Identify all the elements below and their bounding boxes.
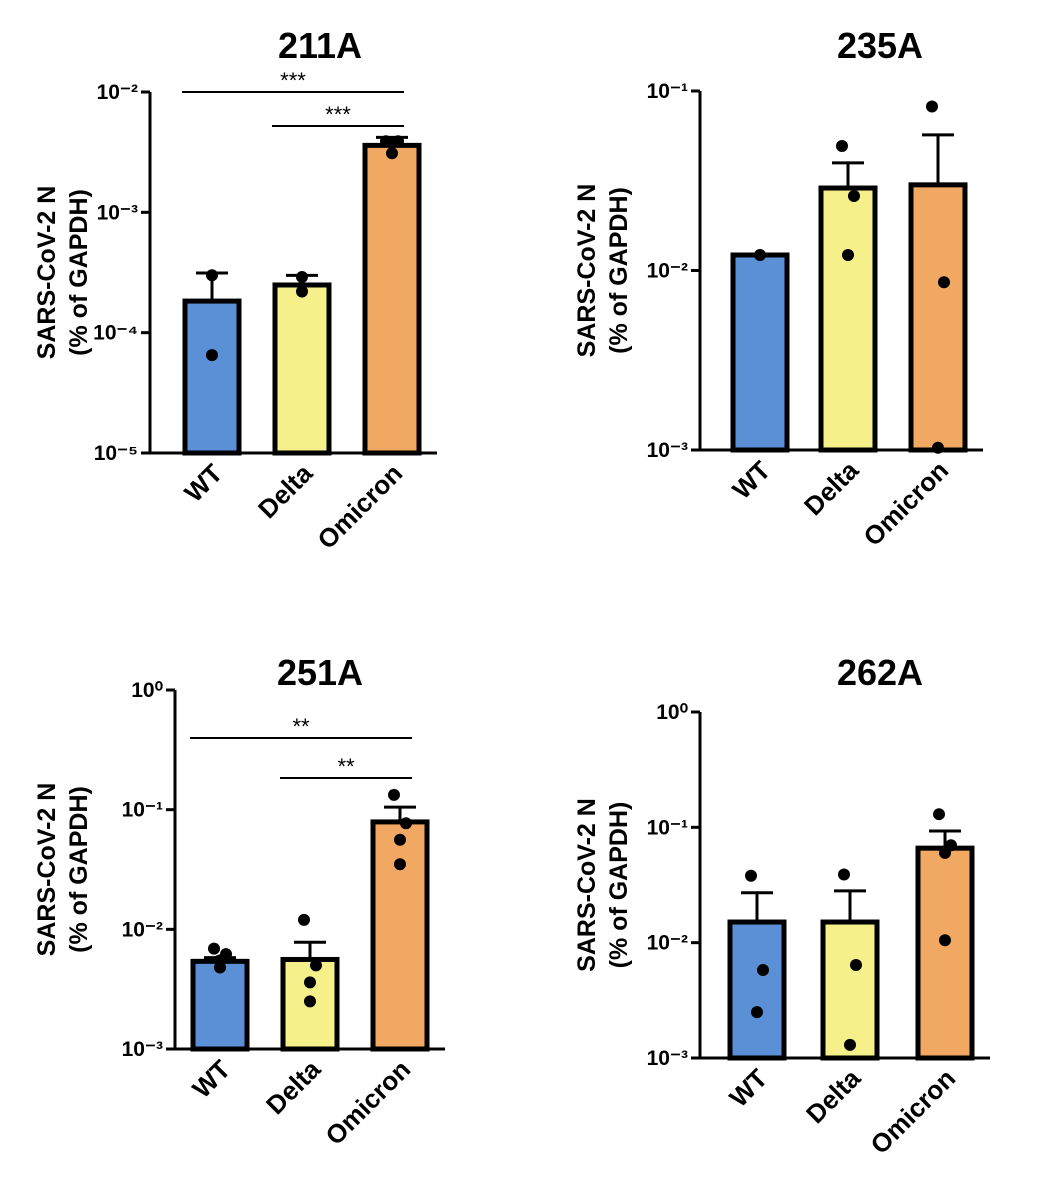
data-point [751, 1006, 763, 1019]
y-tick-label: 10⁻³ [97, 201, 138, 224]
data-point [745, 869, 757, 882]
data-point [208, 942, 220, 955]
significance-label: *** [280, 68, 306, 93]
data-point [850, 959, 862, 972]
y-tick-label: 10⁻¹ [647, 80, 688, 103]
data-point [838, 868, 850, 881]
y-axis-label: (% of GAPDH) [605, 802, 633, 969]
x-tick-label: Omicron [864, 1063, 961, 1160]
y-tick-label: 10⁰ [656, 701, 688, 724]
panel-title: 251A [277, 652, 363, 693]
data-point [386, 147, 398, 160]
data-point [310, 959, 322, 972]
data-point [757, 963, 769, 976]
bar [730, 252, 790, 453]
x-tick-label: WT [726, 455, 776, 505]
y-tick-label: 10⁰ [131, 679, 163, 702]
y-axis-label: SARS-CoV-2 N [33, 186, 61, 360]
y-tick-label: 10⁻² [122, 918, 163, 941]
y-axis-label: (% of GAPDH) [605, 187, 633, 354]
bar [190, 958, 250, 1052]
data-point [214, 961, 226, 974]
bar [727, 919, 787, 1061]
y-axis-label: SARS-CoV-2 N [33, 783, 61, 957]
panel: 235A SARS-CoV-2 N (% of GAPDH) 10⁻³ 10⁻² 10⁻¹… [573, 25, 983, 552]
data-point [848, 190, 860, 203]
data-point [206, 269, 218, 282]
significance-label: ** [292, 714, 310, 739]
data-point [836, 139, 848, 152]
data-point [296, 271, 308, 284]
y-tick-label: 10⁻³ [122, 1038, 163, 1061]
data-point [938, 276, 950, 289]
data-point [388, 788, 400, 801]
data-point [380, 135, 392, 148]
data-point [933, 808, 945, 821]
y-axis-label: SARS-CoV-2 N [573, 184, 601, 358]
y-tick-label: 10⁻² [647, 260, 688, 283]
x-tick-label: Delta [798, 455, 865, 522]
significance-label: *** [325, 102, 351, 127]
x-tick-label: Delta [260, 1054, 327, 1121]
y-tick-label: 10⁻³ [647, 1047, 688, 1070]
panel: 262A SARS-CoV-2 N (% of GAPDH) 10⁻³ 10⁻² 10⁻¹… [573, 652, 990, 1160]
data-point [304, 976, 316, 989]
x-tick-label: WT [723, 1063, 773, 1113]
y-axis-label: (% of GAPDH) [65, 786, 93, 953]
data-point [754, 248, 766, 261]
bar [272, 282, 332, 456]
panel-title: 235A [837, 25, 923, 66]
bar [182, 298, 242, 456]
data-point [394, 833, 406, 846]
data-point [939, 846, 951, 859]
x-tick-label: Omicron [319, 1054, 416, 1151]
panel: 251A SARS-CoV-2 N (% of GAPDH) 10⁻³ 10⁻² 10⁻¹… [33, 652, 445, 1151]
y-tick-label: 10⁻² [97, 81, 138, 104]
y-axis-label: (% of GAPDH) [65, 189, 93, 356]
bar [820, 919, 880, 1061]
data-point [939, 934, 951, 947]
bar [915, 845, 975, 1061]
data-point [206, 349, 218, 362]
bar [908, 182, 968, 453]
y-axis-label: SARS-CoV-2 N [573, 798, 601, 972]
x-tick-label: WT [178, 458, 228, 508]
data-point [392, 135, 404, 148]
data-point [932, 441, 944, 454]
bar [818, 185, 878, 453]
data-point [842, 248, 854, 261]
x-tick-label: Delta [252, 458, 319, 525]
y-tick-label: 10⁻³ [647, 439, 688, 462]
y-tick-label: 10⁻¹ [122, 799, 163, 822]
panel-title: 262A [837, 652, 923, 693]
y-tick-label: 10⁻² [647, 932, 688, 955]
data-point [400, 817, 412, 830]
bar [370, 819, 430, 1052]
data-point [304, 995, 316, 1008]
y-tick-label: 10⁻⁴ [93, 322, 138, 345]
bar [362, 142, 422, 456]
x-tick-label: WT [186, 1054, 236, 1104]
panel: 211A SARS-CoV-2 N (% of GAPDH) 10⁻⁵ 10⁻⁴ 10⁻³… [33, 25, 437, 555]
data-point [844, 1038, 856, 1051]
x-tick-label: Delta [800, 1063, 867, 1130]
x-tick-label: Omicron [311, 458, 408, 555]
data-point [394, 858, 406, 871]
y-tick-label: 10⁻⁵ [94, 442, 138, 465]
x-tick-label: Omicron [857, 455, 954, 552]
panel-title: 211A [278, 25, 362, 66]
significance-label: ** [337, 754, 355, 779]
y-tick-label: 10⁻¹ [647, 816, 688, 839]
data-point [926, 100, 938, 113]
data-point [298, 913, 310, 926]
data-point [296, 285, 308, 298]
